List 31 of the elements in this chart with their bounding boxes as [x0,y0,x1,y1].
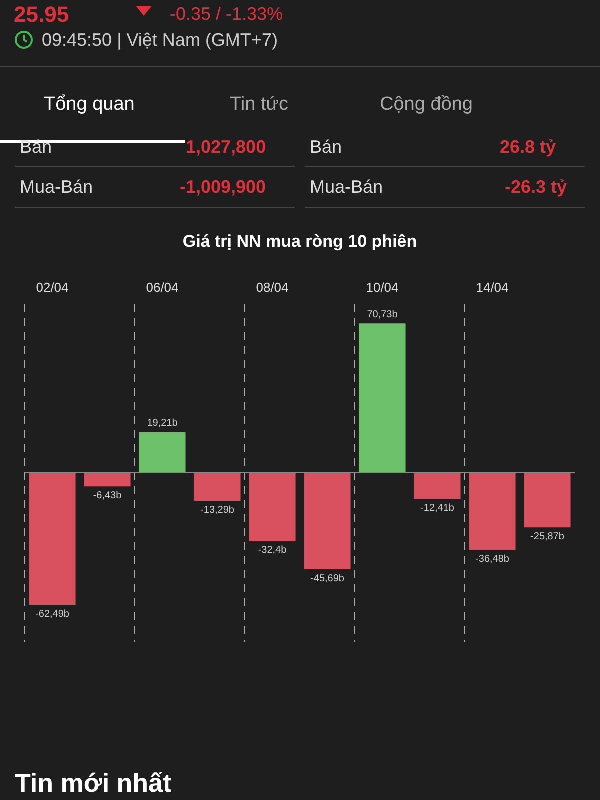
text: Bán [20,137,52,158]
text: Cộng đồng [380,94,473,116]
text: -1,009,900 [180,177,266,198]
x-tick-label: 06/04 [146,280,179,295]
text: Tin tức [230,94,288,116]
data-label: -36,48b [476,554,510,565]
data-label: -25,87b [530,531,565,542]
data-label: -12,41b [420,502,455,514]
text: 26.8 tỷ [500,137,556,158]
data-label: 70,73b [367,309,398,320]
data-label: -62,49b [36,608,70,620]
text: Tin mới nhất [15,768,172,799]
data-label: -32,4b [258,545,288,556]
x-tick-label: 02/04 [36,280,69,295]
x-tick-label: 08/04 [256,280,289,295]
data-label: 19,21b [147,418,178,430]
text: Mua-Bán [20,177,94,198]
text: -0.35 / -1.33% [170,4,284,25]
data-label: -45,69b [310,573,345,584]
x-tick-label: 10/04 [366,280,399,295]
x-tick-label: 14/04 [476,280,509,295]
text: Bán [310,137,342,158]
text: -26.3 tỷ [505,177,568,198]
text: Tổng quan [44,94,135,116]
text: 09:45:50 | Việt Nam (GMT+7) [42,30,278,51]
text: Mua-Bán [310,177,384,198]
data-label: -13,29b [200,504,235,516]
text: 1,027,800 [186,137,266,158]
text: 25.95 [14,2,70,28]
data-label: -6,43b [93,490,122,502]
chart-title: Giá trị NN mua ròng 10 phiên [182,232,418,251]
